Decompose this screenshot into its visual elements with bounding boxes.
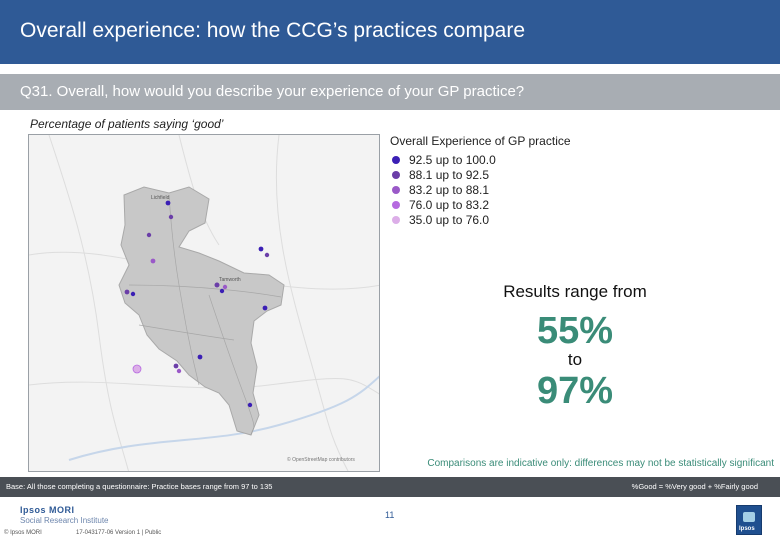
legend-dot xyxy=(392,155,400,164)
page-number: 11 xyxy=(385,510,395,520)
legend-item: 35.0 up to 76.0 xyxy=(390,213,590,228)
results-lead: Results range from xyxy=(503,282,647,301)
good-definition: %Good = %Very good + %Fairly good xyxy=(631,482,758,491)
legend-dot xyxy=(392,216,400,225)
practice-dots xyxy=(124,200,270,408)
logo-line1: Ipsos MORI xyxy=(20,505,75,515)
legend-range: 88.1 up to 92.5 xyxy=(409,167,490,182)
results-to: to xyxy=(567,350,583,369)
question-bar: Q31. Overall, how would you describe you… xyxy=(0,74,780,110)
map-graphic: Lichfield Tamworth xyxy=(29,135,379,471)
chart-subtitle: Percentage of patients saying ‘good’ xyxy=(30,117,224,131)
map-legend: Overall Experience of GP practice 92.5 u… xyxy=(390,134,590,228)
practice-map: Lichfield Tamworth © OpenStreetMap contr… xyxy=(28,134,380,472)
job-reference: 17-043177-06 Version 1 | Public xyxy=(76,530,162,536)
legend-title: Overall Experience of GP practice xyxy=(390,134,571,148)
title-bar: Overall experience: how the CCG’s practi… xyxy=(0,0,780,64)
legend-item: 76.0 up to 83.2 xyxy=(390,198,590,213)
legend-item: 83.2 up to 88.1 xyxy=(390,182,590,197)
ipsos-logo-mark xyxy=(743,512,755,522)
footer: Ipsos MORI Social Research Institute © I… xyxy=(0,497,780,540)
legend-range: 83.2 up to 88.1 xyxy=(409,182,490,197)
legend-item: 92.5 up to 100.0 xyxy=(390,152,590,167)
legend-dot xyxy=(392,185,400,194)
results-low: 55% xyxy=(536,310,614,352)
comparison-note: Comparisons are indicative only: differe… xyxy=(427,458,774,469)
question-text: Q31. Overall, how would you describe you… xyxy=(20,83,525,100)
results-high: 97% xyxy=(536,370,614,412)
logo-line2: Social Research Institute xyxy=(20,516,109,525)
base-text: Base: All those completing a questionnai… xyxy=(6,482,273,491)
page-title: Overall experience: how the CCG’s practi… xyxy=(20,19,525,42)
legend-range: 35.0 up to 76.0 xyxy=(409,213,490,228)
legend-dot xyxy=(392,201,400,210)
ipsos-logo-icon: Ipsos xyxy=(736,505,762,535)
copyright: © Ipsos MORI xyxy=(4,530,42,536)
legend-range: 76.0 up to 83.2 xyxy=(409,198,490,213)
results-range: Results range from 55% to 97% xyxy=(470,282,680,412)
legend-dot xyxy=(392,170,400,179)
ipsos-mori-logo: Ipsos MORI Social Research Institute xyxy=(20,505,109,525)
base-bar: Base: All those completing a questionnai… xyxy=(0,477,780,497)
map-place-label: Lichfield xyxy=(151,195,170,201)
ipsos-logo-text: Ipsos xyxy=(739,526,755,532)
map-place-label: Tamworth xyxy=(219,277,241,283)
map-credit: © OpenStreetMap contributors xyxy=(287,457,355,463)
legend-range: 92.5 up to 100.0 xyxy=(409,152,496,167)
legend-item: 88.1 up to 92.5 xyxy=(390,167,590,182)
